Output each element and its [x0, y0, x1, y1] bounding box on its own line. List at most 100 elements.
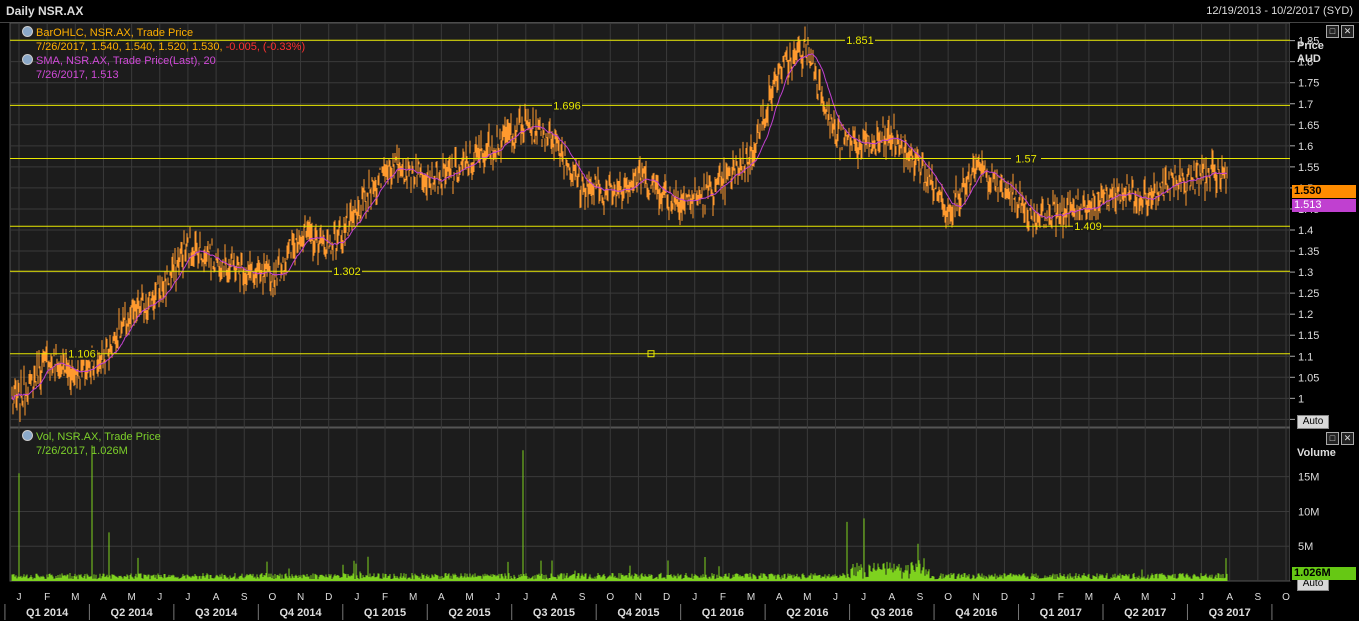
month-tick-label: F [382, 592, 388, 603]
volume-panel-buttons: □ ✕ [1326, 432, 1354, 445]
quarter-tick-label: Q3 2014 [195, 607, 238, 619]
vol-legend-icon[interactable] [22, 430, 33, 441]
price-tick-label: 1.6 [1298, 141, 1313, 153]
month-tick-label: O [269, 592, 277, 603]
month-tick-label: D [1001, 592, 1008, 603]
horizontal-level-label: 1.851 [846, 35, 874, 47]
volume-plot-area [9, 427, 1291, 582]
horizontal-level-label: 1.696 [553, 100, 581, 112]
month-tick-label: M [71, 592, 79, 603]
close-icon[interactable]: ✕ [1341, 432, 1354, 445]
title-bar: Daily NSR.AX 12/19/2013 - 10/2/2017 (SYD… [0, 0, 1359, 23]
sma-badge: 1.513 [1292, 199, 1356, 212]
month-tick-label: N [973, 592, 980, 603]
quarter-tick-label: Q3 2017 [1209, 607, 1251, 619]
level-label-bg [845, 34, 875, 47]
level-label-bg [1011, 152, 1041, 165]
month-tick-label: J [692, 592, 697, 603]
level-label-bg [1073, 220, 1103, 233]
quarter-tick-label: Q1 2017 [1040, 607, 1082, 619]
month-tick-label: J [523, 592, 528, 603]
quarter-tick-label: Q3 2015 [533, 607, 575, 619]
price-tick-label: 1.85 [1298, 36, 1319, 48]
month-tick-label: S [917, 592, 924, 603]
price-panel-buttons: □ ✕ [1326, 25, 1354, 38]
month-tick-label: D [663, 592, 670, 603]
sma-legend-header: SMA, NSR.AX, Trade Price(Last), 20 [36, 55, 216, 67]
month-tick-label: J [1171, 592, 1176, 603]
quarter-tick-label: Q3 2016 [871, 607, 913, 619]
horizontal-level-label: 1.106 [68, 349, 96, 361]
quarter-tick-label: Q1 2016 [702, 607, 744, 619]
bar-legend-icon[interactable] [22, 26, 33, 37]
close-icon[interactable]: ✕ [1341, 25, 1354, 38]
vol-legend-values: 7/26/2017, 1.026M [36, 445, 128, 457]
volume-tick-label: 5M [1298, 541, 1313, 553]
restore-icon[interactable]: □ [1326, 432, 1339, 445]
month-tick-label: J [354, 592, 359, 603]
price-auto-button[interactable]: Auto [1297, 415, 1329, 429]
bar-legend-values: 7/26/2017, 1.540, 1.540, 1.520, 1.530, [36, 41, 223, 53]
quarter-tick-label: Q2 2017 [1124, 607, 1166, 619]
quarter-tick-label: Q4 2016 [955, 607, 997, 619]
price-tick-label: 1.1 [1298, 351, 1313, 363]
month-tick-label: J [157, 592, 162, 603]
month-tick-label: J [185, 592, 190, 603]
horizontal-level-label: 1.302 [333, 266, 361, 278]
price-axis-unit: AUD [1297, 53, 1321, 65]
month-tick-label: J [1030, 592, 1035, 603]
chart-title: Daily NSR.AX [6, 4, 84, 18]
month-tick-label: M [803, 592, 811, 603]
ohlc-bars [11, 26, 1228, 423]
month-tick-label: S [579, 592, 586, 603]
level-handle-icon [647, 350, 655, 358]
month-tick-label: S [1255, 592, 1262, 603]
price-tick-label: 1.15 [1298, 330, 1319, 342]
volume-tick-label: 10M [1298, 506, 1319, 518]
price-axis-title: Price [1297, 40, 1324, 52]
price-tick-label: 1.25 [1298, 288, 1319, 300]
month-tick-label: M [1085, 592, 1093, 603]
price-axis-header: Price AUD [1297, 40, 1324, 66]
price-tick-label: 1.55 [1298, 162, 1319, 174]
price-tick-label: 1.05 [1298, 372, 1319, 384]
last-volume-badge: 1.026M [1292, 567, 1356, 580]
level-label-bg [552, 99, 582, 112]
chart-svg: J F M A M J J A S O N D J F M A M J J A S O N D J F M A M J J A S O N D J F M A… [4, 22, 1359, 620]
price-tick-label: 1.3 [1298, 267, 1313, 279]
price-tick-label: 1 [1298, 393, 1304, 405]
month-tick-label: M [1141, 592, 1149, 603]
month-tick-label: F [44, 592, 50, 603]
bar-legend-change: -0.005, (-0.33%) [225, 41, 306, 53]
vol-legend-header: Vol, NSR.AX, Trade Price [36, 431, 161, 443]
month-tick-label: A [551, 592, 558, 603]
axis-strip [1290, 23, 1359, 581]
month-tick-label: A [1226, 592, 1233, 603]
volume-legend: Vol, NSR.AX, Trade Price 7/26/2017, 1.02… [22, 430, 161, 458]
quarter-tick-label: Q2 2016 [786, 607, 828, 619]
volume-bars [11, 445, 1228, 581]
month-tick-label: J [833, 592, 838, 603]
month-tick-label: M [127, 592, 135, 603]
quarter-tick-label: Q2 2014 [111, 607, 154, 619]
month-tick-label: A [1114, 592, 1121, 603]
price-tick-label: 1.7 [1298, 99, 1313, 111]
price-tick-label: 1.35 [1298, 246, 1319, 258]
level-label-bg [67, 347, 97, 360]
month-tick-label: J [861, 592, 866, 603]
quarter-tick-label: Q1 2015 [364, 607, 406, 619]
month-tick-label: N [635, 592, 642, 603]
month-tick-label: M [747, 592, 755, 603]
level-label-bg [332, 265, 362, 278]
sma-legend-icon[interactable] [22, 54, 33, 65]
restore-icon[interactable]: □ [1326, 25, 1339, 38]
month-tick-label: A [438, 592, 445, 603]
quarter-tick-label: Q4 2014 [279, 607, 322, 619]
price-legend: BarOHLC, NSR.AX, Trade Price 7/26/2017, … [22, 26, 305, 82]
month-tick-label: S [241, 592, 248, 603]
price-tick-label: 1.65 [1298, 120, 1319, 132]
month-tick-label: D [325, 592, 332, 603]
sma-legend-values: 7/26/2017, 1.513 [36, 69, 119, 81]
month-tick-label: N [297, 592, 304, 603]
